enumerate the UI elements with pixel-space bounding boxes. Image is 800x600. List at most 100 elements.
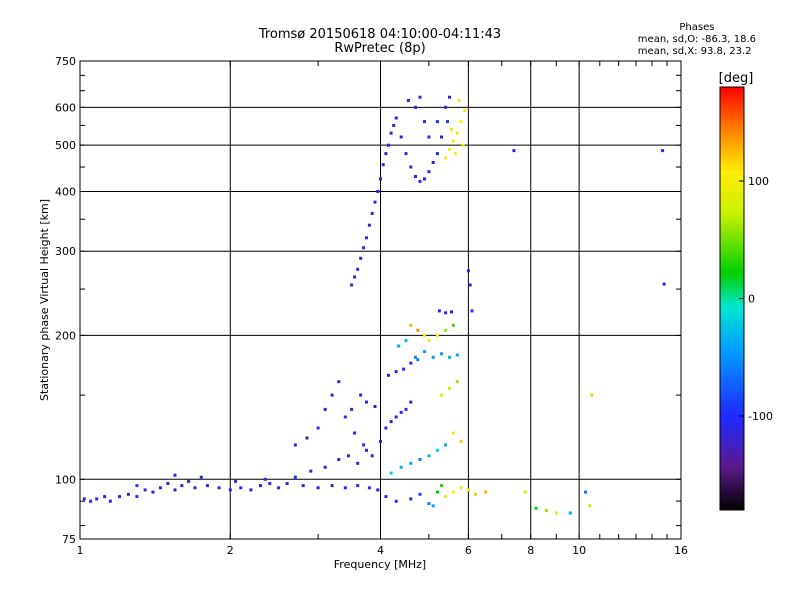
x-tick-label: 8 (527, 544, 534, 557)
data-point (173, 473, 177, 477)
data-point (414, 355, 417, 359)
data-point (356, 484, 360, 488)
data-point (365, 236, 368, 240)
data-point (474, 492, 477, 496)
phase-stats-x: mean, sd,X: 93.8, 23.2 (637, 46, 752, 57)
data-point (187, 479, 191, 483)
data-point (423, 350, 426, 354)
data-point (444, 495, 448, 499)
data-point (82, 497, 86, 501)
axis-ticks (79, 61, 682, 539)
data-point (359, 256, 363, 260)
data-point (431, 161, 435, 164)
data-point (389, 131, 393, 135)
data-point (451, 323, 455, 327)
data-point (554, 511, 558, 515)
x-tick-label: 16 (674, 544, 688, 557)
data-point (414, 175, 417, 178)
data-point (588, 504, 592, 508)
data-point (359, 393, 363, 397)
data-point (389, 420, 393, 424)
data-point (448, 95, 451, 99)
colorbar-tick-label: 100 (748, 175, 769, 188)
data-point (376, 190, 380, 193)
data-point (301, 484, 305, 488)
data-point (337, 380, 341, 384)
y-tick-label: 300 (55, 245, 76, 258)
data-point (409, 165, 413, 169)
data-point (451, 490, 455, 494)
y-tick-label: 75 (62, 533, 76, 546)
data-point (404, 339, 408, 343)
colorbar-tick-label: 0 (748, 293, 755, 306)
data-point (277, 486, 281, 490)
data-point (440, 484, 443, 488)
data-point (437, 309, 441, 313)
data-point (151, 490, 155, 494)
data-point (457, 99, 461, 102)
data-point (455, 353, 459, 357)
data-point (392, 123, 396, 127)
data-point (427, 170, 431, 174)
data-point (435, 333, 439, 337)
data-point (418, 179, 422, 183)
data-point (293, 475, 297, 479)
data-point (427, 135, 431, 139)
data-point (285, 482, 289, 485)
data-point (427, 502, 431, 505)
data-point (362, 443, 366, 447)
data-point (440, 393, 443, 397)
y-gridlines (80, 106, 681, 480)
data-point (444, 311, 448, 315)
data-points (82, 95, 666, 515)
data-point (466, 269, 470, 273)
data-point (365, 448, 368, 452)
data-point (402, 367, 406, 371)
data-point (450, 310, 453, 314)
data-point (435, 490, 439, 494)
data-point (450, 127, 453, 131)
data-point (346, 454, 350, 458)
data-point (367, 223, 371, 227)
data-point (468, 283, 472, 287)
data-point (305, 436, 309, 440)
data-point (384, 152, 388, 156)
data-point (435, 152, 439, 156)
phase-stats-header: Phases (679, 22, 715, 33)
data-point (409, 400, 413, 404)
y-tick-labels: 75 100 200 300 400 500 600 750 (55, 55, 76, 546)
chart-title: Tromsø 20150618 04:10:00-04:11:43 (258, 27, 502, 42)
data-point (394, 499, 398, 503)
data-point (444, 328, 448, 332)
data-point (416, 328, 420, 332)
data-point (249, 488, 253, 492)
data-point (590, 393, 594, 397)
data-point (423, 333, 426, 337)
data-point (459, 439, 463, 443)
data-point (373, 200, 377, 204)
data-point (399, 135, 403, 139)
data-point (135, 495, 139, 499)
data-point (376, 488, 380, 492)
y-tick-label: 200 (55, 329, 76, 342)
data-point (356, 267, 360, 271)
data-point (418, 458, 422, 461)
data-point (431, 504, 435, 508)
data-point (330, 484, 334, 488)
data-point (409, 361, 413, 365)
data-point (461, 143, 465, 147)
data-point (193, 486, 197, 490)
data-point (384, 495, 388, 499)
data-point (353, 431, 357, 435)
data-point (353, 275, 357, 279)
data-point (399, 465, 403, 469)
data-point (384, 426, 388, 430)
x-tick-label: 6 (465, 544, 472, 557)
data-point (330, 393, 334, 397)
colorbar-label: [deg] (719, 71, 754, 86)
data-point (523, 490, 527, 494)
data-point (662, 282, 666, 286)
data-point (394, 370, 398, 374)
data-point (350, 283, 354, 287)
data-point (159, 486, 162, 490)
